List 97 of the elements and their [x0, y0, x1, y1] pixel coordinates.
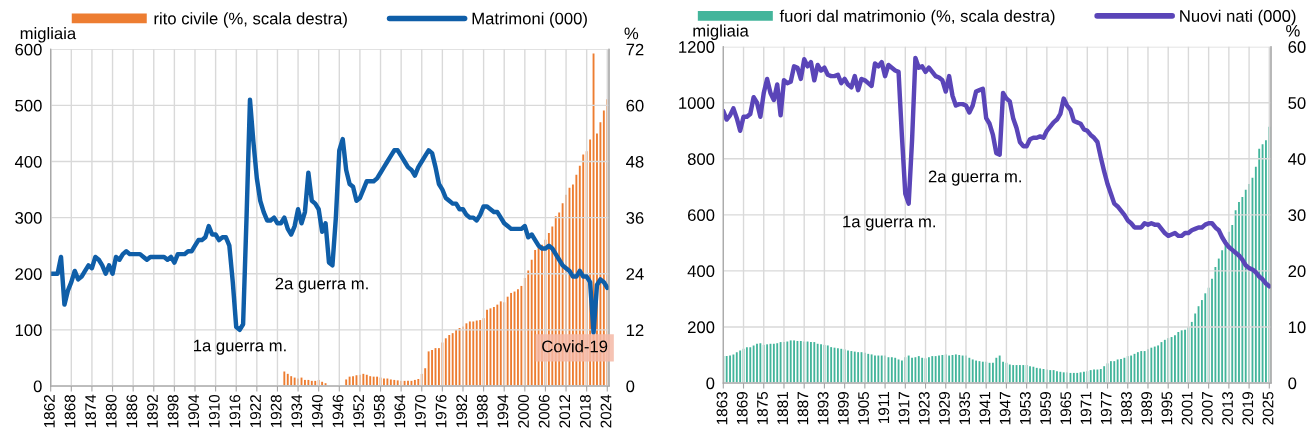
y2-tick-label: 72	[626, 43, 644, 56]
x-tick-label: 1994	[497, 394, 509, 428]
x-tick-label: 1971	[1080, 392, 1092, 425]
y2-axis-title: %	[624, 27, 639, 40]
y2-tick-label: 10	[1288, 321, 1306, 334]
x-tick-label: 2007	[1201, 392, 1213, 425]
legend-label: fuori dal matrimonio (%, scala destra)	[779, 9, 1055, 26]
x-tick-label: 1863	[716, 392, 728, 425]
y-tick-label: 400	[14, 155, 42, 168]
x-tick-label: 1923	[918, 392, 930, 425]
x-tick-label: 1929	[939, 392, 950, 425]
x-tick-label: 1953	[1019, 392, 1031, 425]
y-tick-label: 300	[15, 212, 42, 224]
x-tick-label: 1893	[817, 392, 829, 425]
y-tick-label: 200	[15, 268, 42, 280]
y2-tick-label: 0	[626, 380, 635, 393]
annotation: Covid-19	[542, 340, 608, 353]
y-tick-label: 600	[688, 209, 715, 222]
x-tick-label: 1982	[456, 395, 468, 428]
y-tick-label: 500	[15, 99, 42, 112]
x-tick-label: 1970	[415, 394, 426, 428]
y2-tick-label: 60	[626, 99, 644, 112]
x-tick-label: 1922	[250, 395, 261, 428]
x-tick-label: 1880	[105, 394, 117, 428]
annotation: 2a guerra m.	[275, 277, 368, 293]
x-tick-label: 1934	[291, 394, 303, 428]
y-axis-title: migliaia	[693, 24, 749, 40]
x-tick-label: 1928	[270, 394, 282, 428]
x-tick-label: 1910	[208, 394, 220, 428]
y2-tick-label: 60	[1288, 41, 1306, 53]
y-tick-label: 800	[687, 153, 715, 165]
x-tick-label: 2000	[518, 394, 529, 428]
x-tick-label: 1983	[1121, 392, 1132, 425]
x-tick-label: 2024	[600, 394, 612, 428]
x-tick-label: 1881	[777, 392, 789, 425]
y2-tick-label: 12	[626, 324, 644, 336]
x-tick-label: 1868	[64, 394, 76, 428]
y-tick-label: 200	[688, 321, 715, 334]
x-tick-label: 1887	[797, 392, 809, 425]
y2-tick-label: 40	[1288, 153, 1306, 165]
x-tick-label: 1886	[126, 395, 138, 428]
x-tick-label: 2001	[1181, 392, 1193, 425]
x-tick-label: 1959	[1040, 392, 1051, 425]
x-tick-label: 1904	[188, 394, 200, 428]
x-tick-label: 1935	[959, 391, 971, 425]
x-tick-label: 2025	[1262, 391, 1274, 425]
x-tick-label: 1941	[979, 392, 991, 425]
x-tick-label: 1989	[1141, 392, 1153, 425]
y-tick-label: 400	[687, 265, 715, 278]
legend-label: rito civile (%, scala destra)	[154, 12, 347, 28]
x-tick-label: 1898	[167, 394, 179, 428]
x-tick-label: 1977	[1100, 392, 1112, 425]
x-tick-label: 2012	[559, 395, 571, 428]
y-tick-label: 0	[33, 380, 42, 393]
y2-tick-label: 36	[626, 212, 644, 224]
x-tick-label: 2019	[1242, 392, 1254, 425]
x-tick-label: 1911	[878, 392, 890, 424]
y2-tick-label: 0	[1288, 377, 1297, 390]
y2-tick-label: 30	[1288, 209, 1306, 222]
y2-tick-label: 20	[1288, 265, 1306, 278]
y2-axis-title: %	[1286, 24, 1300, 37]
y2-tick-label: 50	[1288, 97, 1306, 109]
y-tick-label: 1200	[679, 41, 715, 53]
annotation: 1a guerra m.	[193, 339, 286, 355]
y-tick-label: 600	[15, 43, 42, 56]
x-tick-label: 1947	[999, 392, 1011, 425]
x-tick-label: 1874	[85, 394, 97, 428]
x-tick-label: 2006	[538, 395, 550, 428]
x-tick-label: 1869	[736, 392, 748, 425]
legend-label: Nuovi nati (000)	[1180, 9, 1296, 26]
x-tick-label: 1965	[1060, 391, 1072, 425]
annotation: 2a guerra m.	[928, 170, 1021, 186]
x-tick-label: 1940	[311, 394, 323, 428]
y2-tick-label: 48	[626, 155, 644, 168]
x-tick-label: 1946	[332, 395, 344, 428]
x-tick-label: 1995	[1161, 391, 1173, 425]
y-tick-label: 100	[15, 324, 42, 337]
x-tick-label: 1905	[858, 391, 869, 425]
x-tick-label: 1952	[353, 395, 365, 428]
x-tick-label: 1899	[837, 392, 849, 425]
y-tick-label: 1000	[679, 97, 715, 109]
x-tick-label: 1862	[43, 395, 55, 428]
x-tick-label: 1976	[435, 395, 447, 428]
legend-label: Matrimoni (000)	[472, 12, 587, 28]
x-tick-label: 1917	[898, 392, 910, 425]
y-axis-title: migliaia	[20, 27, 77, 43]
y2-tick-label: 24	[626, 268, 644, 280]
x-tick-label: 1988	[476, 394, 488, 428]
x-tick-label: 1958	[373, 394, 385, 428]
y-tick-label: 0	[706, 377, 715, 390]
x-tick-label: 2013	[1222, 392, 1233, 425]
x-tick-label: 2018	[579, 394, 591, 428]
x-tick-label: 1964	[394, 394, 406, 428]
x-tick-label: 1916	[229, 395, 241, 428]
x-tick-label: 1892	[147, 395, 158, 428]
annotation: 1a guerra m.	[843, 215, 935, 231]
x-tick-label: 1875	[757, 391, 768, 425]
